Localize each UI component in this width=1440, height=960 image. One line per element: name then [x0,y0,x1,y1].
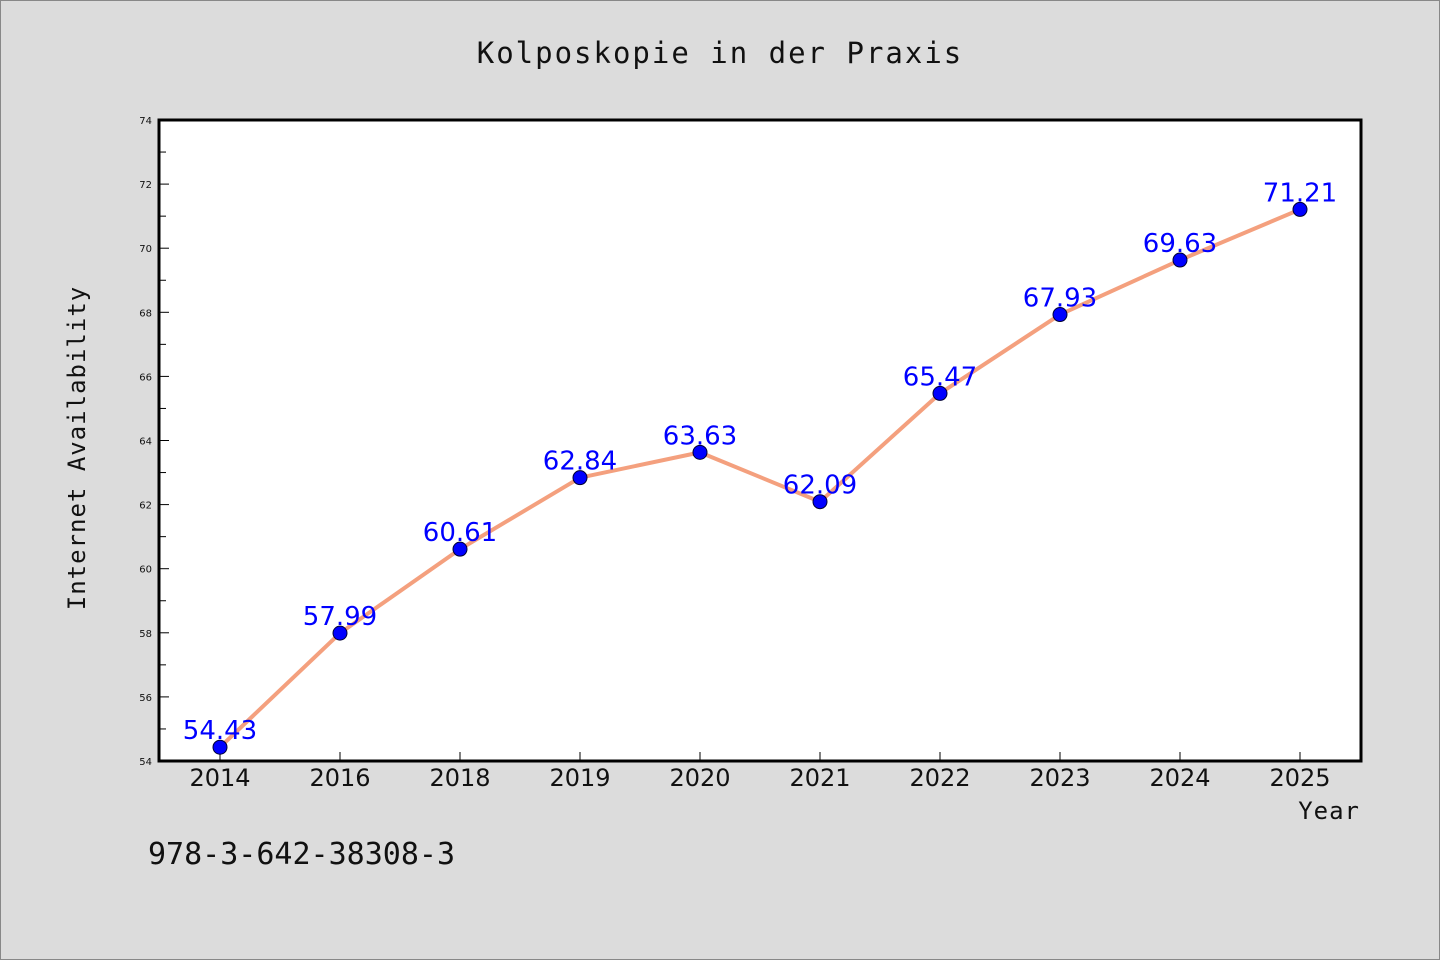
x-tick-label: 2020 [669,764,730,792]
y-tick-label: 62 [139,501,152,512]
y-tick-label: 58 [139,629,152,640]
series-polyline [218,207,1301,749]
x-tick-label: 2021 [789,764,850,792]
y-tick-label: 74 [139,116,152,127]
data-point [1052,307,1068,323]
y-axis-label: Internet Availability [63,286,91,610]
data-point [572,470,588,486]
x-tick-label: 2018 [429,764,490,792]
x-tick-label: 2016 [309,764,370,792]
y-tick-label: 70 [139,244,152,255]
x-tick-label: 2024 [1149,764,1210,792]
footnote-isbn: 978-3-642-38308-3 [148,837,455,872]
x-tick-label: 2019 [549,764,610,792]
x-tick-label: 2014 [189,764,250,792]
data-label: 54.43 [183,716,257,746]
data-point [1292,201,1308,217]
y-axis: 54 56 58 60 62 64 66 68 70 72 74 [139,116,169,768]
data-label: 62.09 [783,471,857,501]
data-point [1172,252,1188,268]
y-tick-label: 60 [139,565,152,576]
data-label: 63.63 [663,421,737,451]
data-point [932,385,948,401]
data-label: 65.47 [903,362,977,392]
data-labels: 54.43 57.99 60.61 62.84 63.63 62.09 65.47 67.93… [183,178,1337,746]
data-label: 69.63 [1143,229,1217,259]
data-label: 62.84 [543,447,617,477]
series-line [218,207,1301,749]
data-point [212,739,228,755]
series-markers [212,201,1308,755]
data-point [812,494,828,510]
chart-title: Kolposkopie in der Praxis [477,36,964,70]
y-tick-label: 64 [139,437,152,448]
data-point [332,625,348,641]
data-label: 71.21 [1263,178,1337,208]
y-tick-label: 54 [139,757,152,768]
data-label: 60.61 [423,518,497,548]
x-axis-label: Year [1298,797,1360,825]
x-tick-label: 2022 [909,764,970,792]
y-tick-label: 68 [139,308,152,319]
x-tick-label: 2023 [1029,764,1090,792]
data-label: 57.99 [303,602,377,632]
y-tick-label: 72 [139,180,152,191]
y-tick-label: 66 [139,372,152,383]
data-label: 67.93 [1023,284,1097,314]
y-tick-label: 56 [139,693,152,704]
plot-area [157,118,1363,763]
x-axis: 2014 2016 2018 2019 2020 2021 2022 2023 2024 2025 [189,752,1331,792]
data-point [452,541,468,557]
data-point [692,444,708,460]
x-tick-label: 2025 [1269,764,1330,792]
